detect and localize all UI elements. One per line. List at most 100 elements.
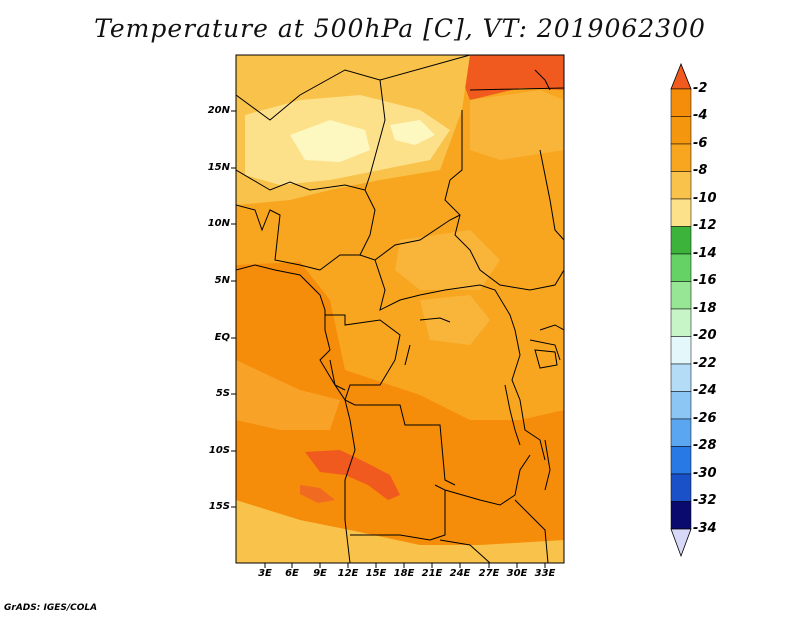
border-sahel: [236, 169, 376, 256]
colorbar-bottom-arrow: [670, 528, 692, 558]
grads-credit: GrADS: IGES/COLA: [4, 603, 98, 613]
border-nigeria-cameroon: [319, 254, 421, 311]
lon-label: 33E: [534, 568, 556, 579]
colorbar-label: -6: [693, 136, 708, 151]
colorbar-seg-1: [670, 88, 692, 117]
colorbar-seg-10: [670, 336, 692, 365]
border-gabon: [319, 329, 346, 391]
border-east-africa: [539, 324, 564, 331]
colorbar-label: -34: [693, 521, 717, 536]
border-car: [374, 214, 461, 261]
colorbar-seg-13: [670, 418, 692, 447]
border-uganda: [529, 339, 561, 361]
lat-label: 15N: [207, 162, 230, 173]
colorbar-label: -10: [693, 191, 717, 206]
coast-west-africa: [236, 264, 326, 330]
field-cooler-southwest: [236, 360, 340, 430]
lon-ticks: [264, 563, 546, 568]
colorbar-label: -32: [693, 493, 717, 508]
lat-label: EQ: [214, 332, 230, 343]
lat-label: 5S: [215, 388, 230, 399]
field-cool-south: [236, 500, 564, 563]
colorbar-seg-11: [670, 363, 692, 392]
colorbar-label: -24: [693, 383, 717, 398]
field-cool-northeast: [470, 90, 564, 160]
border-angola-zambia: [350, 484, 446, 541]
lake-victoria: [534, 349, 558, 369]
border-north-1: [236, 69, 386, 191]
lon-label: 6E: [285, 568, 299, 579]
lon-label: 24E: [449, 568, 471, 579]
temperature-field: [236, 55, 564, 563]
field-coolest-north: [290, 120, 370, 162]
colorbar-seg-9: [670, 308, 692, 337]
field-hot-small: [300, 485, 335, 503]
field-cool-center: [395, 230, 500, 290]
lon-label: 30E: [506, 568, 528, 579]
field-hot-patch: [305, 450, 400, 500]
border-congo: [325, 314, 401, 401]
border-north-2: [379, 55, 471, 81]
colorbar-label: -28: [693, 438, 717, 453]
lake-tanganyika: [504, 384, 521, 446]
colorbar-seg-14: [670, 446, 692, 475]
coast-east: [539, 149, 564, 241]
lon-label: 12E: [337, 568, 359, 579]
border-south-1: [439, 539, 491, 563]
country-borders: [236, 55, 564, 563]
border-egypt-sudan: [449, 110, 463, 181]
colorbar-seg-7: [670, 253, 692, 282]
colorbar-seg-8: [670, 281, 692, 310]
colorbar-label: -4: [693, 108, 708, 123]
lat-label: 10N: [207, 218, 230, 229]
border-drc-angola: [344, 399, 456, 486]
border-egypt-north: [469, 87, 564, 91]
colorbar-seg-4: [670, 171, 692, 200]
colorbar-seg-3: [670, 143, 692, 172]
colorbar-seg-15: [670, 473, 692, 502]
colorbar-seg-12: [670, 391, 692, 420]
nile: [534, 69, 551, 91]
colorbar-label: -14: [693, 246, 717, 261]
lon-label: 9E: [313, 568, 327, 579]
river-congo-1: [419, 317, 451, 323]
lon-label: 3E: [258, 568, 272, 579]
colorbar-seg-5: [670, 198, 692, 227]
colorbar-seg-16: [670, 501, 692, 530]
lake-malawi: [544, 439, 551, 491]
lat-ticks: [231, 110, 236, 508]
lon-label: 21E: [421, 568, 443, 579]
field-coolest-north-2: [390, 120, 435, 145]
colorbar-label: -26: [693, 411, 717, 426]
colorbar-label: -22: [693, 356, 717, 371]
lat-label: 5N: [214, 275, 230, 286]
lat-label: 15S: [208, 501, 230, 512]
border-south-2: [514, 499, 549, 563]
border-zambia: [444, 454, 531, 506]
field-cool-center-2: [420, 295, 490, 345]
map-title: Temperature at 500hPa [C], VT: 201906230…: [94, 14, 706, 43]
border-chad-sudan: [444, 179, 564, 291]
colorbar-seg-2: [670, 116, 692, 145]
lat-label: 20N: [207, 105, 230, 116]
coast-central: [329, 359, 356, 563]
colorbar-label: -30: [693, 466, 717, 481]
colorbar-label: -2: [693, 81, 708, 96]
lon-label: 27E: [478, 568, 500, 579]
map-frame: [235, 54, 565, 564]
colorbar-seg-6: [670, 226, 692, 255]
border-west: [236, 204, 321, 271]
lon-label: 18E: [393, 568, 415, 579]
colorbar-top-arrow: [670, 62, 692, 90]
border-east-lakes: [511, 329, 546, 461]
colorbar-label: -8: [693, 163, 708, 178]
border-car-drc: [419, 284, 516, 331]
lat-label: 10S: [208, 445, 230, 456]
lon-label: 15E: [365, 568, 387, 579]
colorbar-label: -12: [693, 218, 717, 233]
river-congo-2: [404, 344, 411, 366]
colorbar: [670, 62, 692, 558]
colorbar-label: -20: [693, 328, 717, 343]
colorbar-label: -16: [693, 273, 717, 288]
